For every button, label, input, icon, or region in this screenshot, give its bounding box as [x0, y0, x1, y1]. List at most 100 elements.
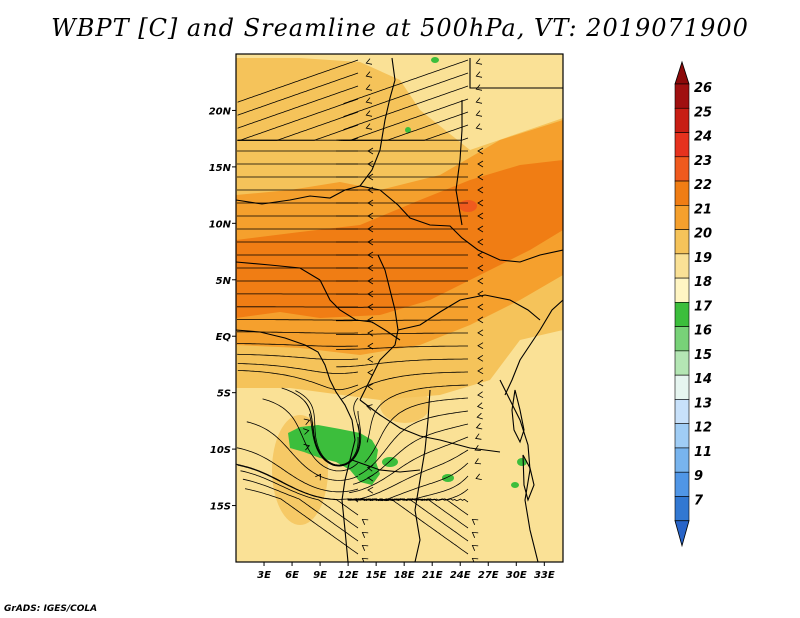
streamline: [349, 498, 469, 516]
wbpt-17c-region: [288, 425, 380, 485]
border-line: [319, 279, 401, 341]
streamline-arrow: [367, 225, 374, 233]
streamline-arrow: [471, 518, 479, 525]
streamline-arrow: [477, 199, 484, 207]
colorbar-label: 22: [694, 178, 712, 193]
streamline-arrow: [367, 329, 374, 337]
wbpt-17c-patch: [511, 482, 519, 488]
streamline-arrow: [367, 212, 374, 220]
colorbar-label: 26: [694, 81, 712, 96]
streamline-arrow: [475, 110, 483, 117]
streamline-arrow: [475, 58, 483, 65]
y-tick-label: 20N: [209, 106, 232, 117]
streamline: [237, 464, 359, 516]
colorbar-label: 17: [694, 299, 713, 314]
colorbar-label: 19: [694, 251, 712, 266]
colorbar-top-arrow: [674, 60, 690, 85]
x-tick-label: 30E: [506, 570, 527, 581]
streamline-arrow: [366, 464, 374, 472]
streamline-arrow: [367, 290, 374, 298]
streamline: [349, 436, 469, 494]
streamline-arrow: [367, 486, 374, 494]
streamline: [336, 137, 469, 141]
colorbar-swatch: [674, 205, 690, 230]
map-frame: [235, 53, 564, 563]
credit-text: GrADS: IGES/COLA: [4, 604, 98, 614]
streamline: [347, 449, 469, 501]
streamline: [237, 59, 359, 103]
streamline-arrow: [475, 423, 483, 430]
wbpt-17c-patch: [405, 127, 411, 133]
lake-outline: [511, 389, 525, 444]
streamline-arrow: [315, 473, 322, 481]
streamline-arrow: [303, 428, 310, 435]
plot-title: WBPT [C] and Sreamline at 500hPa, VT: 20…: [51, 14, 749, 42]
streamline: [237, 98, 359, 141]
streamline-arrow: [367, 160, 374, 168]
streamline: [237, 137, 359, 141]
streamline-arrow: [367, 355, 374, 363]
streamline-arrow: [475, 473, 482, 480]
streamline: [236, 463, 359, 503]
colorbar-swatch: [674, 156, 690, 182]
streamline-arrow: [367, 264, 374, 272]
colorbar: 26 25 24 23 22 21 20 19 18 17 16 15 14 13 12 11 9 7: [674, 60, 713, 548]
colorbar-label: 21: [694, 202, 712, 217]
colorbar-swatch: [674, 326, 690, 352]
streamline-arrow: [475, 97, 483, 104]
colorbar-label: 20: [694, 227, 712, 242]
streamline-arrow: [366, 404, 373, 411]
streamline-arrow: [367, 303, 374, 311]
colorbar-label: 16: [694, 324, 712, 339]
border-line: [499, 379, 539, 562]
colorbar-label: 18: [694, 275, 712, 290]
streamline-arrow: [367, 199, 374, 207]
x-tick-label: 27E: [478, 570, 499, 581]
x-tick-label: 3E: [257, 570, 271, 581]
streamline-arrow: [303, 443, 311, 451]
y-tick-label: 10S: [210, 445, 231, 456]
colorbar-swatch: [674, 277, 690, 303]
streamline-arrow: [367, 251, 374, 259]
border-line: [351, 459, 421, 473]
lake-outline: [522, 454, 535, 502]
streamline-arrow: [476, 412, 483, 420]
wbpt-20c-patch: [380, 387, 430, 423]
x-tick-label: 18E: [394, 570, 415, 581]
streamline: [343, 85, 469, 130]
colorbar-swatch: [674, 83, 690, 109]
streamline-arrow: [477, 316, 484, 324]
streamline: [336, 345, 468, 350]
streamline-arrow: [477, 391, 484, 399]
border-line: [414, 389, 431, 562]
streamline-arrow: [477, 277, 484, 285]
streamline-arrow: [477, 303, 484, 311]
streamline: [237, 72, 359, 116]
coastline: [504, 299, 563, 396]
streamline-arrow: [367, 238, 374, 246]
x-tick-label: 24E: [450, 570, 471, 581]
y-tick-label: 10N: [209, 219, 232, 230]
streamline-arrow: [475, 123, 483, 130]
streamline: [295, 390, 359, 466]
colorbar-swatch: [674, 180, 690, 206]
streamline: [352, 498, 469, 529]
streamline: [242, 478, 359, 542]
streamline: [336, 332, 468, 335]
border-line: [469, 58, 563, 89]
wbpt-17c-patch: [442, 474, 454, 482]
streamline-arrow: [365, 110, 373, 117]
streamline-arrow: [367, 277, 374, 285]
colorbar-swatch: [674, 374, 690, 400]
streamline: [343, 59, 469, 104]
colorbar-label: 9: [694, 469, 703, 484]
x-tick-label: 12E: [338, 570, 359, 581]
x-tick-label: 6E: [285, 570, 299, 581]
streamline-arrow: [477, 173, 484, 181]
colorbar-label: 14: [694, 372, 712, 387]
streamline-arrow: [477, 238, 484, 246]
streamlines: [236, 58, 484, 562]
streamline-arrow: [477, 212, 484, 220]
colorbar-swatch: [674, 423, 690, 449]
